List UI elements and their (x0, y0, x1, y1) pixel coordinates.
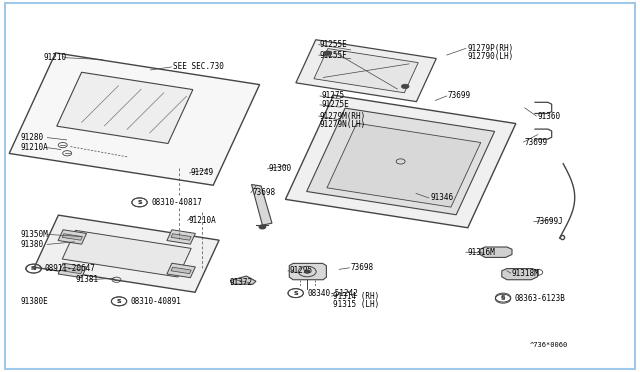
Polygon shape (167, 263, 195, 278)
Text: 91210: 91210 (44, 53, 67, 62)
Text: N: N (31, 266, 36, 271)
Polygon shape (502, 269, 538, 280)
Text: 08911-20647: 08911-20647 (45, 264, 95, 273)
Text: 91279M(RH): 91279M(RH) (320, 112, 366, 121)
Polygon shape (480, 247, 512, 257)
Text: 91210A: 91210A (189, 216, 216, 225)
Polygon shape (57, 72, 193, 144)
Text: S: S (293, 291, 298, 296)
Polygon shape (289, 263, 326, 280)
Text: 91275E: 91275E (321, 100, 349, 109)
Polygon shape (58, 230, 86, 244)
Text: 91300: 91300 (269, 164, 292, 173)
Text: 91315 (LH): 91315 (LH) (333, 300, 379, 309)
Polygon shape (307, 108, 495, 215)
Text: 912790(LH): 912790(LH) (467, 52, 513, 61)
Text: 08310-40817: 08310-40817 (151, 198, 202, 207)
Text: 08363-6123B: 08363-6123B (515, 294, 565, 303)
Polygon shape (35, 215, 219, 292)
Polygon shape (62, 230, 191, 277)
Circle shape (259, 225, 266, 229)
Text: S: S (137, 200, 142, 205)
Text: 91346: 91346 (430, 193, 453, 202)
Text: S: S (500, 295, 506, 300)
Text: 91372: 91372 (229, 278, 252, 287)
Text: 73699: 73699 (525, 138, 548, 147)
Text: 08310-40891: 08310-40891 (131, 297, 181, 306)
Text: S: S (500, 296, 506, 301)
Text: 91255F: 91255F (320, 51, 348, 60)
Text: 91316M: 91316M (467, 248, 495, 257)
Text: S: S (116, 299, 122, 304)
Text: ^736*0060: ^736*0060 (530, 342, 568, 348)
Text: S: S (293, 291, 298, 296)
Text: 91255E: 91255E (320, 40, 348, 49)
Text: 91360: 91360 (538, 112, 561, 121)
Polygon shape (9, 53, 260, 185)
Text: 91381: 91381 (76, 275, 99, 284)
Text: 91249: 91249 (191, 169, 214, 177)
Text: 91279N(LH): 91279N(LH) (320, 121, 366, 129)
Circle shape (401, 84, 409, 89)
Polygon shape (171, 234, 191, 240)
Text: 91210A: 91210A (20, 143, 48, 152)
Polygon shape (252, 185, 272, 225)
Polygon shape (58, 263, 86, 278)
Text: 73698: 73698 (252, 188, 275, 197)
Text: 91279P(RH): 91279P(RH) (467, 44, 513, 53)
Text: 91275: 91275 (321, 92, 344, 100)
Text: S: S (137, 200, 142, 205)
Polygon shape (171, 267, 191, 274)
Text: SEE SEC.730: SEE SEC.730 (173, 62, 223, 71)
Circle shape (324, 51, 332, 55)
Polygon shape (230, 276, 256, 284)
Text: 73699J: 73699J (535, 217, 563, 226)
Text: 91280: 91280 (20, 133, 44, 142)
Polygon shape (296, 40, 436, 102)
Polygon shape (327, 123, 481, 207)
Polygon shape (167, 230, 195, 244)
Text: 73699: 73699 (448, 92, 471, 100)
Text: 91314 (RH): 91314 (RH) (333, 292, 379, 301)
Text: 73698: 73698 (351, 263, 374, 272)
Text: 91380: 91380 (20, 240, 44, 249)
Polygon shape (314, 49, 419, 93)
Text: 91295: 91295 (289, 266, 312, 275)
Polygon shape (62, 234, 83, 240)
Text: 91350M: 91350M (20, 230, 48, 239)
Text: N: N (31, 266, 36, 271)
Text: 91380E: 91380E (20, 297, 48, 306)
Text: S: S (116, 299, 122, 304)
Polygon shape (285, 95, 516, 228)
Text: 91318M: 91318M (512, 269, 540, 278)
Circle shape (305, 270, 310, 273)
Polygon shape (62, 267, 83, 274)
Text: 08340-51242: 08340-51242 (307, 289, 358, 298)
